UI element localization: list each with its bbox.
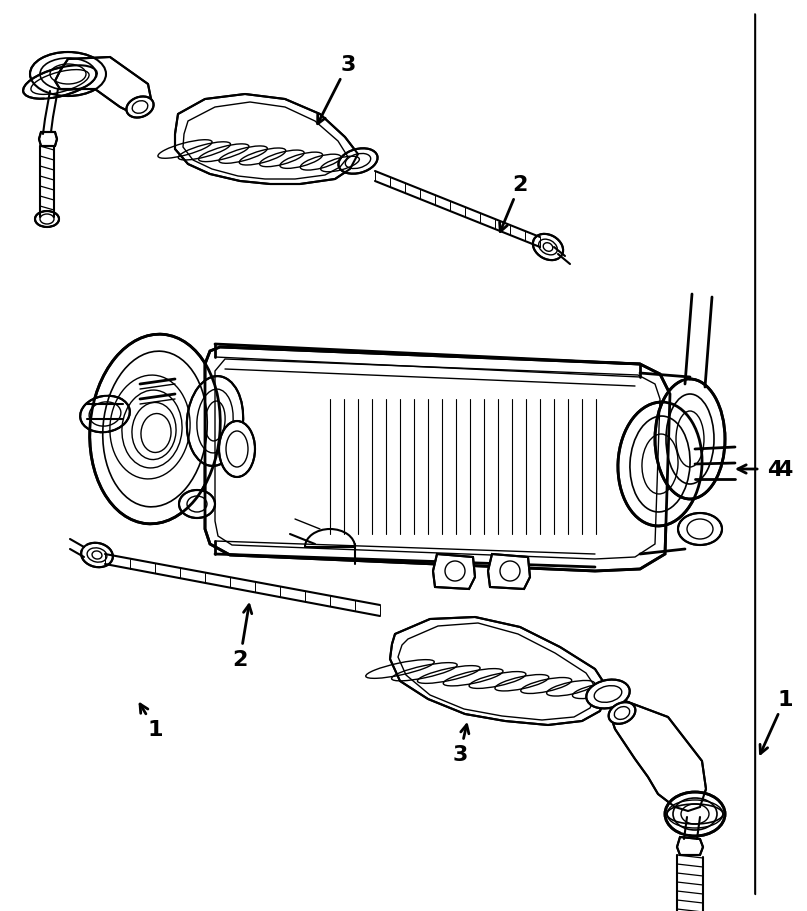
Ellipse shape [338, 149, 378, 175]
Ellipse shape [219, 422, 255, 477]
Text: 3: 3 [452, 725, 469, 764]
Ellipse shape [82, 543, 113, 568]
Ellipse shape [678, 514, 722, 546]
Ellipse shape [23, 67, 97, 99]
Text: 3: 3 [318, 55, 356, 125]
Polygon shape [610, 700, 706, 811]
Polygon shape [175, 95, 358, 185]
Ellipse shape [30, 53, 106, 97]
Text: 2: 2 [232, 605, 252, 670]
Ellipse shape [90, 335, 220, 524]
Text: 1: 1 [760, 690, 792, 753]
Polygon shape [55, 58, 152, 115]
Ellipse shape [608, 702, 635, 724]
Text: 2: 2 [500, 175, 528, 232]
Ellipse shape [187, 376, 243, 466]
Ellipse shape [665, 793, 725, 836]
Text: 4: 4 [767, 459, 783, 479]
Ellipse shape [586, 680, 629, 709]
Polygon shape [390, 618, 608, 725]
Text: 1: 1 [140, 704, 163, 739]
Ellipse shape [533, 235, 563, 261]
Polygon shape [205, 348, 670, 571]
Ellipse shape [655, 380, 725, 499]
Ellipse shape [35, 211, 59, 228]
Ellipse shape [80, 396, 130, 433]
Polygon shape [433, 555, 475, 589]
Ellipse shape [179, 490, 215, 518]
Ellipse shape [127, 97, 153, 118]
Ellipse shape [618, 403, 702, 527]
Polygon shape [39, 133, 57, 147]
Text: 4: 4 [777, 459, 792, 479]
Polygon shape [488, 555, 530, 589]
Polygon shape [677, 837, 703, 855]
